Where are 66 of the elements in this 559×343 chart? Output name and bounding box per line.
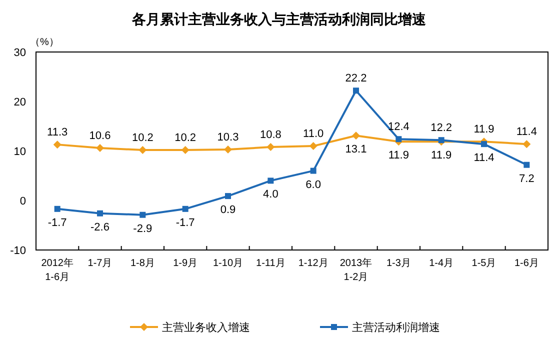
data-label: 22.2: [345, 72, 367, 85]
point: [266, 143, 275, 152]
x-tick-label: 1-3月: [386, 258, 411, 269]
data-label: 11.9: [431, 150, 452, 162]
legend-label: 主营业务收入增速: [162, 321, 250, 334]
chart-title: 各月累计主营业务收入与主营活动利润同比增速: [131, 11, 427, 27]
data-label: 10.6: [89, 130, 111, 142]
x-tick-label: 2013年 1-2月: [340, 257, 372, 283]
point: [225, 193, 231, 200]
data-label: 4.0: [263, 188, 278, 201]
y-axis-title: （%）: [30, 37, 59, 48]
data-label: 11.4: [474, 152, 494, 164]
point: [181, 146, 190, 154]
legend-label: 主营活动利润增速: [352, 321, 440, 334]
data-label: 11.9: [388, 150, 409, 162]
point: [54, 206, 60, 212]
data-label: -2.6: [90, 221, 110, 234]
data-label: -2.9: [133, 222, 152, 235]
point: [310, 168, 316, 174]
data-label: -1.7: [176, 216, 195, 229]
data-label: 11.0: [303, 128, 324, 140]
data-label: 11.4: [516, 126, 537, 138]
x-tick-label: 1-6月: [514, 258, 539, 269]
x-tick-label: 1-7月: [88, 258, 112, 269]
x-tick-label: 1-11月: [256, 258, 286, 269]
data-label: 6.0: [306, 178, 321, 191]
x-tick-label: 2012年 1-6月: [41, 257, 74, 283]
data-label: 11.9: [474, 124, 494, 136]
point: [524, 162, 530, 168]
data-label: 11.3: [47, 126, 68, 139]
x-tick-label: 1-8月: [130, 258, 155, 269]
x-tick-label: 1-9月: [173, 258, 198, 269]
x-tick-label: 1-12月: [298, 258, 328, 269]
y-tick-label: -10: [10, 245, 26, 257]
point: [224, 146, 232, 154]
data-label: 12.2: [430, 122, 452, 134]
point: [353, 88, 359, 94]
point: [396, 136, 402, 142]
point: [182, 206, 188, 212]
data-label: 10.3: [217, 132, 239, 144]
data-label: 13.1: [345, 144, 367, 156]
data-label: 10.2: [174, 132, 196, 144]
data-label: 12.4: [388, 121, 410, 134]
point: [96, 144, 104, 152]
data-label: 0.9: [220, 204, 236, 216]
data-label: -1.7: [48, 216, 67, 229]
point: [140, 212, 146, 218]
x-tick-label: 1-4月: [429, 258, 454, 269]
y-tick-label: 30: [14, 47, 26, 59]
data-label: 10.2: [132, 132, 154, 144]
data-label: 10.8: [260, 129, 282, 142]
point: [309, 142, 318, 150]
point: [352, 132, 360, 140]
point: [53, 140, 62, 149]
point: [481, 141, 487, 148]
x-tick-label: 1-5月: [472, 258, 496, 269]
point: [268, 178, 274, 184]
y-tick-label: 20: [14, 96, 26, 108]
y-tick-label: 0: [20, 196, 26, 208]
data-label: 7.2: [519, 172, 534, 185]
x-tick-label: 1-10月: [212, 258, 244, 269]
point: [522, 140, 531, 148]
point: [438, 137, 444, 144]
point: [97, 210, 103, 216]
point: [138, 146, 147, 154]
y-tick-label: 10: [14, 146, 26, 158]
